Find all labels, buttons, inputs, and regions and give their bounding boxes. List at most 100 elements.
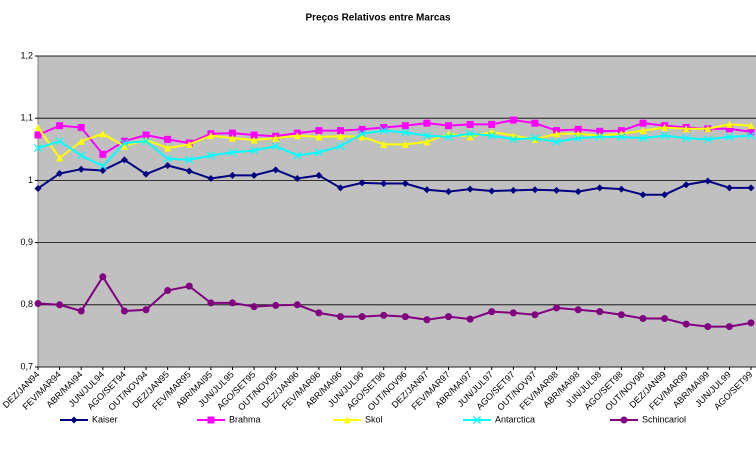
data-point [185, 155, 194, 164]
data-point [336, 142, 345, 151]
data-point [250, 136, 258, 144]
data-point [380, 124, 388, 132]
data-point [272, 166, 280, 174]
data-point [315, 127, 323, 135]
data-point [509, 309, 517, 317]
data-point [553, 186, 561, 194]
legend-marker [70, 416, 78, 424]
y-tick-label: 0,8 [20, 299, 33, 309]
data-point [747, 128, 755, 136]
data-point [379, 126, 388, 135]
data-point [77, 307, 85, 315]
data-point [272, 301, 280, 309]
data-point [423, 138, 431, 146]
data-point [34, 131, 42, 139]
data-point [466, 120, 474, 128]
data-point [293, 151, 302, 160]
legend-label: Schincariol [642, 414, 686, 424]
data-point [314, 148, 323, 157]
y-tick-label: 1,2 [20, 50, 33, 60]
data-point [185, 167, 193, 175]
data-point [401, 128, 410, 137]
data-point [445, 122, 453, 130]
data-point [293, 175, 301, 183]
data-point [358, 313, 366, 321]
data-point [682, 134, 691, 143]
data-point [509, 186, 517, 194]
data-point [34, 144, 42, 153]
data-point [56, 154, 64, 162]
data-point [747, 122, 755, 130]
legend-marker [343, 416, 351, 424]
legend-marker [207, 416, 215, 424]
data-point [315, 133, 323, 141]
data-point [725, 120, 733, 128]
data-point [77, 165, 85, 173]
data-point [725, 323, 733, 331]
data-point [401, 122, 409, 130]
data-point [164, 135, 172, 143]
data-point [250, 131, 258, 139]
data-point [164, 144, 172, 152]
data-point [336, 313, 344, 321]
data-point [120, 139, 129, 148]
data-point [315, 171, 323, 179]
data-point [595, 132, 604, 141]
data-point [466, 185, 474, 193]
data-point [639, 119, 647, 127]
data-point [661, 191, 669, 199]
data-point [185, 282, 193, 290]
data-point [207, 132, 215, 140]
y-tick-label: 1,1 [20, 113, 33, 123]
data-point [401, 140, 409, 148]
data-point [380, 180, 388, 188]
data-point [423, 316, 431, 324]
data-point [531, 186, 539, 194]
data-point [336, 132, 344, 140]
data-point [401, 180, 409, 188]
data-point [703, 135, 712, 144]
data-point [509, 135, 518, 144]
data-point [380, 311, 388, 319]
y-tick-label: 0,7 [20, 361, 33, 371]
data-point [574, 125, 582, 133]
data-point [142, 170, 150, 178]
data-point [596, 127, 604, 135]
data-point [445, 313, 453, 321]
data-point [422, 131, 431, 140]
data-point [77, 151, 86, 160]
data-point [228, 129, 236, 137]
data-point [358, 125, 366, 133]
data-point [250, 171, 258, 179]
data-point [747, 131, 755, 140]
data-point [358, 133, 366, 141]
data-point [531, 311, 539, 319]
data-point [531, 119, 539, 127]
data-point [552, 137, 561, 146]
data-point [207, 299, 215, 307]
data-point [488, 187, 496, 195]
series-line [37, 129, 752, 168]
data-point [120, 137, 128, 145]
data-point [747, 184, 755, 192]
data-point [293, 301, 301, 309]
data-point [553, 304, 561, 312]
data-point [380, 140, 388, 148]
data-point [142, 131, 150, 139]
data-point [99, 273, 107, 281]
legend-label: Kaiser [92, 414, 118, 424]
data-point [423, 186, 431, 194]
data-point [639, 314, 647, 322]
data-point [55, 137, 64, 146]
data-point [639, 134, 647, 143]
data-point [682, 181, 690, 189]
data-point [423, 119, 431, 127]
data-point [207, 175, 215, 183]
data-point [56, 170, 64, 178]
data-point [98, 162, 107, 171]
data-point [120, 307, 128, 315]
data-point [56, 301, 64, 309]
data-point [271, 142, 280, 151]
plot-area [37, 55, 756, 368]
data-point [553, 130, 561, 138]
